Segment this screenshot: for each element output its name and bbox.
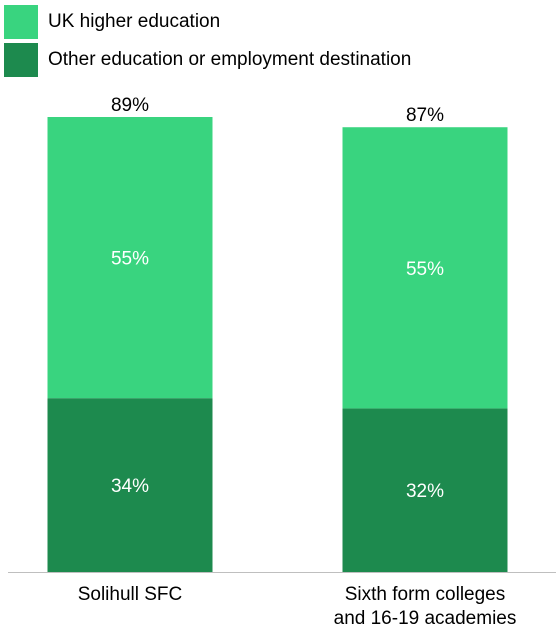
bar-segment-other-destination-0 <box>47 398 213 572</box>
data-label-other-destination-0: 34% <box>111 476 149 497</box>
legend-swatch-other-destination <box>4 43 38 77</box>
total-label-1: 87% <box>406 105 444 126</box>
category-label-1-line-1: and 16-19 academies <box>334 608 517 628</box>
bar-segment-uk-higher-education-0 <box>47 117 213 399</box>
data-label-uk-higher-education-0: 55% <box>111 249 149 270</box>
legend-item-uk-higher-education: UK higher education <box>4 4 411 40</box>
chart-legend: UK higher education Other education or e… <box>4 4 411 80</box>
category-label-1-line-0: Sixth form colleges <box>345 584 506 605</box>
legend-swatch-uk-higher-education <box>4 5 38 39</box>
legend-label-uk-higher-education: UK higher education <box>48 11 221 32</box>
data-label-other-destination-1: 32% <box>406 481 444 502</box>
legend-item-other-destination: Other education or employment destinatio… <box>4 42 411 78</box>
category-label-0-line-0: Solihull SFC <box>78 584 183 605</box>
bar-segment-uk-higher-education-1 <box>342 127 508 409</box>
total-label-0: 89% <box>111 95 149 116</box>
bar-segment-other-destination-1 <box>342 408 508 572</box>
data-label-uk-higher-education-1: 55% <box>406 259 444 280</box>
legend-label-other-destination: Other education or employment destinatio… <box>48 49 412 70</box>
